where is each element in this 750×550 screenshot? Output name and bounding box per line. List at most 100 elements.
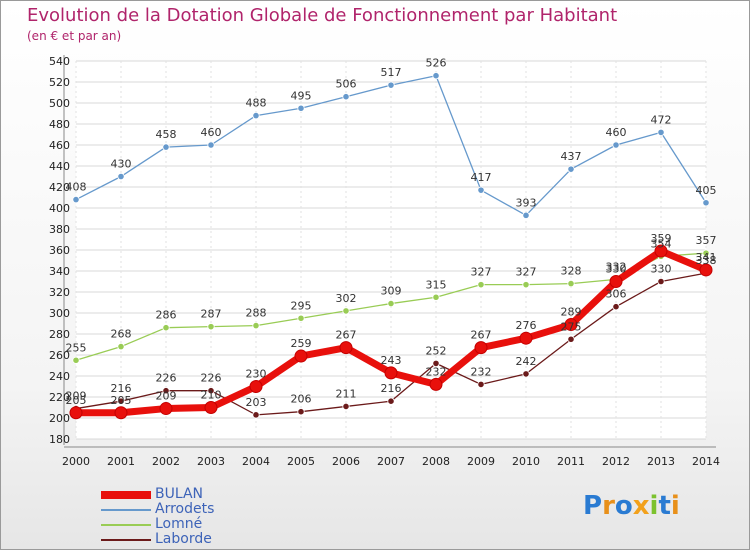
legend-item-arrodets: Arrodets (101, 501, 361, 517)
data-point-bulan (429, 377, 443, 391)
data-label-laborde: 242 (516, 355, 537, 368)
data-label-arrodets: 437 (561, 150, 582, 163)
logo-letter: i (670, 491, 680, 521)
data-label-arrodets: 460 (201, 126, 222, 139)
data-labels: 205 205 209 2102302592672432322672762893303… (66, 57, 717, 409)
x-tick-label: 2006 (332, 455, 360, 468)
data-label-lomné: 309 (381, 285, 402, 298)
data-point-arrodets (342, 93, 350, 101)
data-point-lomné (522, 281, 530, 289)
legend-item-lomné: Lomné (101, 516, 361, 532)
y-tick-label: 420 (49, 181, 70, 194)
data-label-laborde: 216 (381, 382, 402, 395)
data-label-lomné: 295 (291, 299, 312, 312)
data-point-lomné (342, 307, 350, 315)
data-label-arrodets: 393 (516, 196, 537, 209)
data-label-arrodets: 460 (606, 126, 627, 139)
y-tick-label: 340 (49, 265, 70, 278)
y-tick-label: 220 (49, 391, 70, 404)
data-point-arrodets (72, 196, 80, 204)
data-point-arrodets (567, 165, 575, 173)
data-label-bulan: 205 (111, 394, 132, 407)
data-label-laborde: 211 (336, 387, 357, 400)
data-label-laborde: 232 (471, 365, 492, 378)
legend-swatch (101, 539, 151, 541)
logo-letter: r (602, 491, 615, 521)
legend-swatch (101, 509, 151, 511)
proxiti-logo: Proxiti (583, 491, 680, 521)
data-label-arrodets: 405 (696, 184, 717, 197)
data-point-lomné (297, 314, 305, 322)
x-tick-label: 2002 (152, 455, 180, 468)
data-label-laborde: 306 (606, 288, 627, 301)
data-point-laborde (387, 397, 395, 405)
data-point-lomné (567, 279, 575, 288)
data-label-laborde: 226 (201, 372, 222, 385)
data-point-arrodets (252, 112, 260, 120)
legend-item-laborde: Laborde (101, 531, 361, 547)
chart-subtitle: (en € et par an) (27, 29, 122, 43)
data-point-lomné (387, 299, 395, 308)
data-label-arrodets: 506 (336, 78, 357, 91)
data-point-laborde (252, 411, 260, 419)
data-label-bulan: 267 (471, 329, 492, 342)
legend-swatch (101, 491, 151, 499)
data-point-lomné (162, 324, 170, 332)
data-label-bulan: 276 (516, 319, 537, 332)
data-point-bulan (654, 244, 668, 258)
legend-label: Arrodets (155, 501, 215, 517)
x-tick-label: 2012 (602, 455, 630, 468)
chart-title: Evolution de la Dotation Globale de Fonc… (27, 5, 618, 26)
legend-item-bulan: BULAN (101, 486, 361, 502)
data-label-arrodets: 408 (66, 181, 87, 194)
data-point-lomné (477, 281, 485, 289)
y-tick-label: 380 (49, 223, 70, 236)
data-label-lomné: 288 (246, 307, 267, 320)
data-label-lomné: 287 (201, 308, 222, 321)
data-point-bulan (384, 366, 398, 380)
y-tick-label: 200 (49, 412, 70, 425)
x-tick-label: 2014 (692, 455, 720, 468)
data-point-lomné (72, 356, 80, 364)
data-label-arrodets: 526 (426, 57, 447, 70)
data-point-arrodets (162, 143, 170, 151)
y-tick-label: 260 (49, 349, 70, 362)
data-point-bulan (204, 401, 218, 414)
data-point-bulan (339, 341, 353, 355)
y-tick-label: 500 (49, 97, 70, 110)
x-tick-label: 2003 (197, 455, 225, 468)
data-point-arrodets (432, 72, 440, 80)
data-label-bulan: 267 (336, 329, 357, 342)
data-label-bulan: 359 (651, 232, 672, 245)
x-tick-label: 2007 (377, 455, 405, 468)
logo-letter: i (649, 491, 659, 521)
data-label-laborde: 252 (426, 344, 447, 357)
data-point-bulan (564, 318, 578, 332)
legend-label: Laborde (155, 531, 212, 547)
data-label-bulan: 289 (561, 306, 582, 319)
data-label-bulan: 205 (66, 394, 87, 407)
data-point-arrodets (702, 199, 710, 207)
data-point-laborde (567, 335, 575, 343)
y-tick-label: 300 (49, 307, 70, 320)
data-point-laborde (297, 408, 305, 416)
data-point-bulan (294, 349, 308, 363)
data-label-lomné: 327 (516, 266, 537, 279)
y-tick-label: 540 (49, 55, 70, 68)
y-axis-ticks: 180 200 220 240 260 280 300 320 340 360 380 400 420 4… (49, 55, 70, 446)
data-point-arrodets (657, 128, 665, 136)
data-label-bulan: 232 (426, 365, 447, 378)
data-label-laborde: 338 (696, 254, 717, 267)
axes (63, 55, 716, 448)
y-tick-label: 440 (49, 160, 70, 173)
data-label-bulan: 230 (246, 368, 267, 381)
data-point-laborde (207, 387, 215, 395)
x-tick-label: 2010 (512, 455, 540, 468)
x-tick-label: 2008 (422, 455, 450, 468)
data-point-arrodets (522, 211, 530, 219)
legend-label: BULAN (155, 486, 204, 502)
data-label-bulan: 330 (606, 263, 627, 276)
data-label-lomné: 357 (696, 234, 717, 247)
